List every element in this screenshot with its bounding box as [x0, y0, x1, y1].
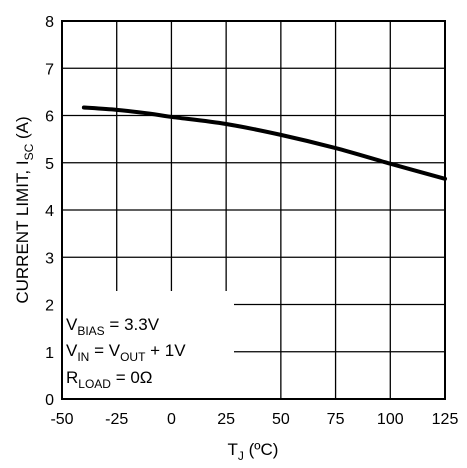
- y-tick-label: 4: [45, 203, 54, 220]
- y-tick-labels: 0 1 2 3 4 5 6 7 8: [45, 14, 54, 409]
- x-tick-label: 25: [217, 411, 235, 428]
- x-tick-label: 0: [167, 411, 176, 428]
- y-tick-label: 3: [45, 250, 54, 267]
- y-tick-label: 7: [45, 61, 54, 78]
- y-axis-title: CURRENT LIMIT, ISC (A): [13, 116, 36, 303]
- y-tick-label: 0: [45, 392, 54, 409]
- x-axis-title: TJ (ºC): [228, 440, 279, 463]
- x-tick-label: 100: [377, 411, 404, 428]
- y-tick-label: 8: [45, 14, 54, 31]
- y-tick-label: 6: [45, 109, 54, 126]
- x-tick-labels: -50 -25 0 25 50 75 100 125: [50, 411, 458, 428]
- plot-frame: [61, 20, 446, 400]
- x-tick-label: 125: [432, 411, 459, 428]
- annotation-vbias: VBIAS = 3.3V: [66, 315, 160, 338]
- annotation-box: VBIAS = 3.3V VIN = VOUT + 1V RLOAD = 0Ω: [62, 291, 234, 399]
- annotation-background: [62, 291, 234, 399]
- annotation-rload: RLOAD = 0Ω: [66, 368, 153, 391]
- x-tick-label: -50: [50, 411, 73, 428]
- y-tick-label: 2: [45, 298, 54, 315]
- x-tick-label: 75: [327, 411, 345, 428]
- x-tick-label: 50: [272, 411, 290, 428]
- y-tick-label: 5: [45, 156, 54, 173]
- annotation-vin: VIN = VOUT + 1V: [66, 341, 186, 364]
- series-line: [81, 105, 447, 181]
- x-tick-label: -25: [105, 411, 128, 428]
- y-tick-label: 1: [45, 345, 54, 362]
